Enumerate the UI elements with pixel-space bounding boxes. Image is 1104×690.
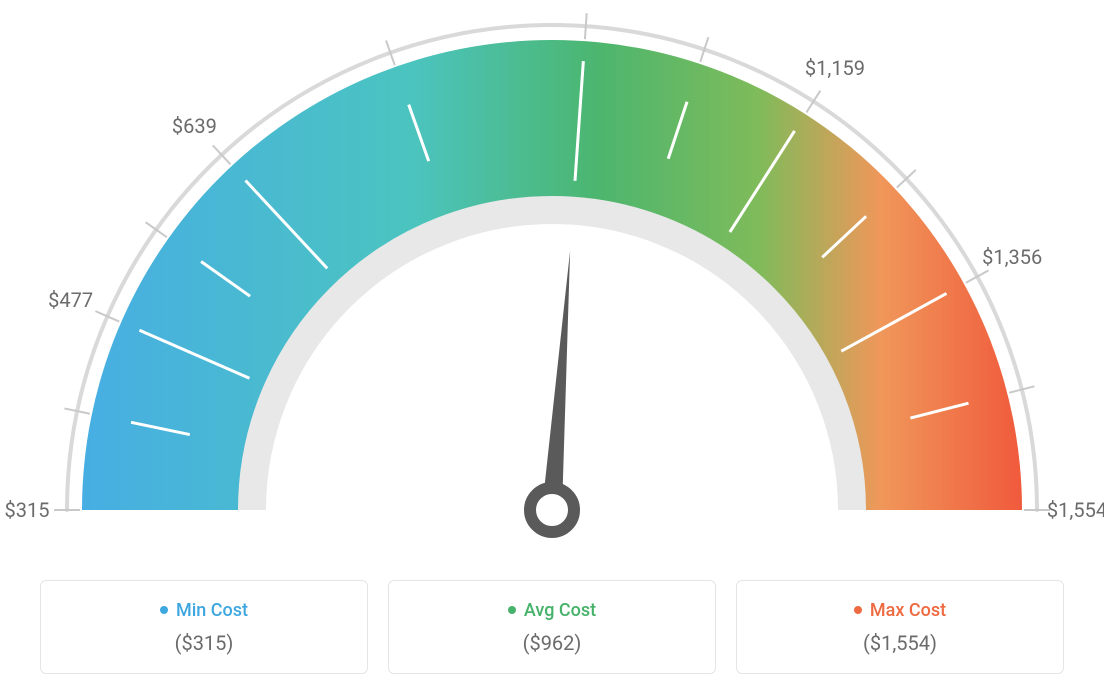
gauge-tick-label: $1,356 xyxy=(982,245,1042,269)
legend-value-max: ($1,554) xyxy=(749,631,1051,655)
gauge-tick-label: $477 xyxy=(48,288,93,312)
cost-legend: Min Cost ($315) Avg Cost ($962) Max Cost… xyxy=(0,580,1104,674)
cost-gauge: $315$477$639$962$1,159$1,356$1,554 xyxy=(0,0,1104,560)
legend-value-min: ($315) xyxy=(53,631,355,655)
gauge-tick-label: $315 xyxy=(5,498,50,522)
gauge-tick-label: $1,554 xyxy=(1047,498,1104,522)
legend-label-max: Max Cost xyxy=(870,600,946,621)
legend-card-min: Min Cost ($315) xyxy=(40,580,368,674)
legend-value-avg: ($962) xyxy=(401,631,703,655)
gauge-svg xyxy=(0,0,1104,560)
legend-card-max: Max Cost ($1,554) xyxy=(736,580,1064,674)
legend-label-min: Min Cost xyxy=(176,600,248,621)
legend-card-avg: Avg Cost ($962) xyxy=(388,580,716,674)
legend-label-avg: Avg Cost xyxy=(524,600,596,621)
gauge-tick-label: $639 xyxy=(172,114,217,138)
legend-title-avg: Avg Cost xyxy=(508,600,596,621)
gauge-tick-label: $1,159 xyxy=(805,56,865,80)
legend-title-min: Min Cost xyxy=(160,600,248,621)
legend-title-max: Max Cost xyxy=(854,600,946,621)
